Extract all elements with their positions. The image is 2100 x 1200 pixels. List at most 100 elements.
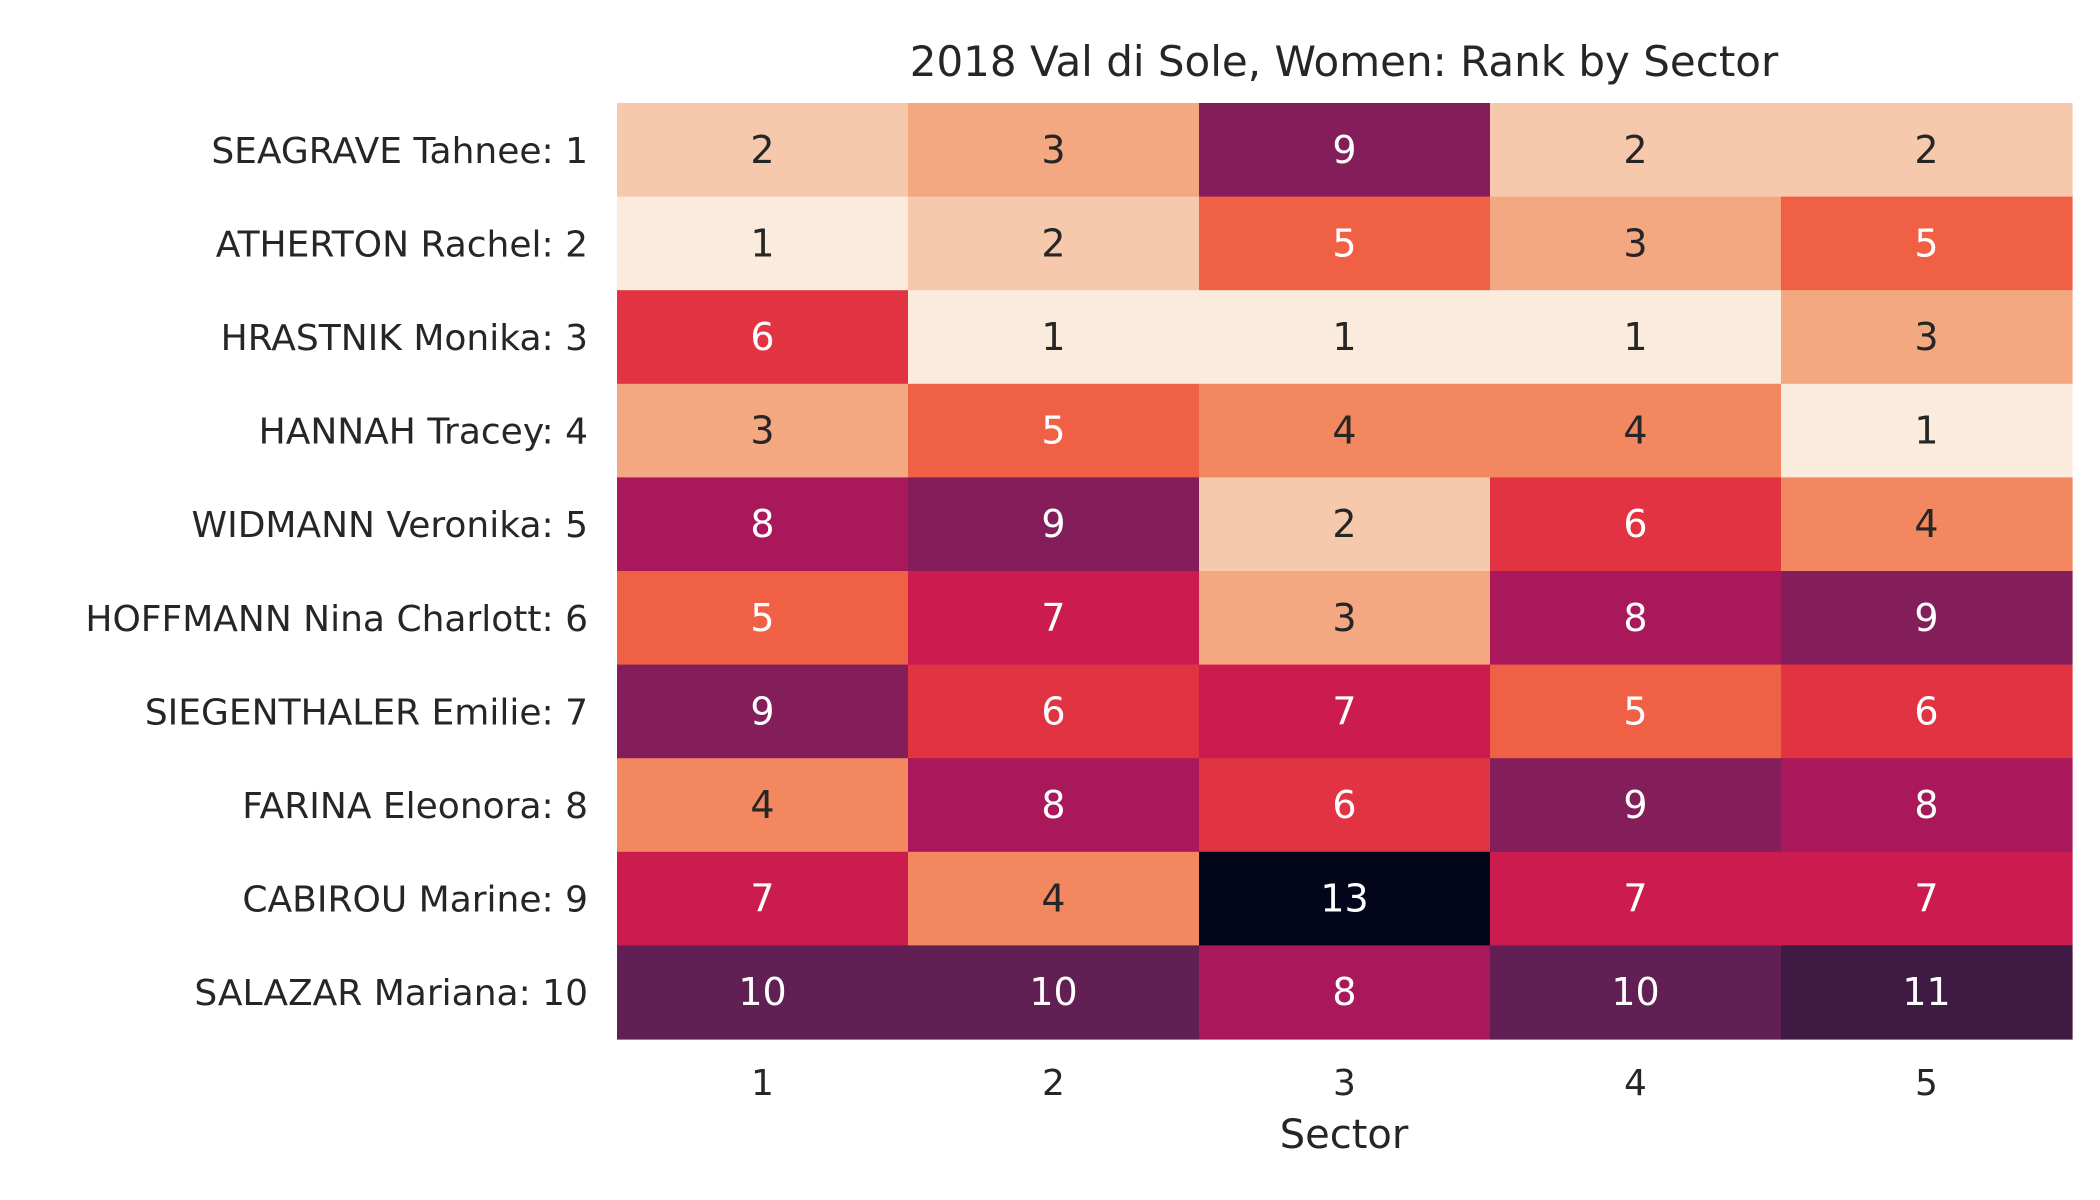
x-axis-label: Sector: [1280, 1112, 1409, 1158]
heatmap-cell: [1490, 664, 1782, 759]
cell-value-label: 7: [750, 877, 774, 921]
heatmap-cell-labels: 2 3 9 2 21 2 5 3 56 1 1 1 33 5 4 4 18 9 2 6 45 7 3 8 99 6 7 5 64 8 6 9 8…: [738, 128, 1950, 1014]
cell-value-label: 6: [1623, 502, 1647, 546]
cell-value-label: 4: [750, 783, 774, 827]
heatmap-cell: [1490, 383, 1782, 478]
heatmap-cell: [1781, 383, 2073, 478]
cell-value-label: 3: [1914, 315, 1938, 359]
cell-value-label: 5: [1623, 689, 1647, 733]
cell-value-label: 5: [750, 596, 774, 640]
cell-value-label: 9: [1623, 783, 1647, 827]
cell-value-label: 1: [1041, 315, 1065, 359]
heatmap-cell: [1781, 477, 2073, 572]
cell-value-label: 7: [1914, 877, 1938, 921]
heatmap-cell: [908, 477, 1200, 572]
cell-value-label: 7: [1332, 689, 1356, 733]
chart-title: 2018 Val di Sole, Women: Rank by Sector: [910, 37, 1779, 86]
cell-value-label: 1: [1623, 315, 1647, 359]
heatmap-cell: [1199, 383, 1491, 478]
heatmap-cell: [1490, 196, 1782, 291]
heatmap-cell: [908, 103, 1200, 198]
cell-value-label: 3: [1332, 596, 1356, 640]
cell-value-label: 4: [1623, 409, 1647, 453]
heatmap-cell: [617, 664, 909, 759]
heatmap-cell: [617, 945, 909, 1040]
heatmap-cell: [1199, 196, 1491, 291]
cell-value-label: 3: [750, 409, 774, 453]
heatmap-cell: [1199, 851, 1491, 946]
heatmap-cell: [1490, 851, 1782, 946]
cell-value-label: 10: [738, 970, 786, 1014]
y-tick-label: SEAGRAVE Tahnee: 1: [211, 131, 588, 172]
heatmap-cell: [1490, 103, 1782, 198]
cell-value-label: 8: [1623, 596, 1647, 640]
heatmap-cell: [1781, 851, 2073, 946]
heatmap-cell: [908, 196, 1200, 291]
heatmap-cell: [1199, 477, 1491, 572]
heatmap-cell: [1781, 571, 2073, 666]
cell-value-label: 3: [1041, 128, 1065, 172]
cell-value-label: 13: [1320, 877, 1368, 921]
x-tick-label: 3: [1333, 1063, 1356, 1104]
heatmap-cell: [617, 571, 909, 666]
y-tick-label: HOFFMANN Nina Charlott: 6: [85, 599, 588, 640]
x-tick-label: 5: [1915, 1063, 1938, 1104]
y-tick-label: SIEGENTHALER Emilie: 7: [145, 692, 588, 733]
heatmap-cell: [1490, 758, 1782, 853]
cell-value-label: 2: [1041, 221, 1065, 265]
cell-value-label: 1: [750, 221, 774, 265]
cell-value-label: 9: [750, 689, 774, 733]
heatmap-cell: [1490, 945, 1782, 1040]
y-tick-label: SALAZAR Mariana: 10: [194, 973, 588, 1014]
heatmap-cell: [1781, 196, 2073, 291]
x-axis-tick-labels: 1 2 3 4 5: [751, 1063, 1938, 1104]
heatmap-cell: [617, 196, 909, 291]
heatmap-cell: [1781, 945, 2073, 1040]
cell-value-label: 5: [1332, 221, 1356, 265]
heatmap-cell: [908, 571, 1200, 666]
cell-value-label: 8: [1914, 783, 1938, 827]
heatmap-cell: [1781, 758, 2073, 853]
cell-value-label: 3: [1623, 221, 1647, 265]
cell-value-label: 5: [1041, 409, 1065, 453]
heatmap-cell: [908, 945, 1200, 1040]
cell-value-label: 10: [1611, 970, 1659, 1014]
cell-value-label: 8: [1332, 970, 1356, 1014]
heatmap-cell: [617, 851, 909, 946]
x-tick-label: 1: [751, 1063, 774, 1104]
y-axis-tick-labels: SEAGRAVE Tahnee: 1 ATHERTON Rachel: 2 HRAS…: [85, 131, 588, 1014]
heatmap-cell: [908, 383, 1200, 478]
heatmap-cell: [1199, 290, 1491, 385]
cell-value-label: 6: [1332, 783, 1356, 827]
heatmap-cell: [1490, 477, 1782, 572]
cell-value-label: 8: [1041, 783, 1065, 827]
heatmap-cell: [1199, 758, 1491, 853]
heatmap-cell: [1490, 571, 1782, 666]
cell-value-label: 10: [1029, 970, 1077, 1014]
heatmap-cell: [617, 477, 909, 572]
cell-value-label: 8: [750, 502, 774, 546]
y-tick-label: HRASTNIK Monika: 3: [221, 318, 588, 359]
heatmap-cell: [908, 664, 1200, 759]
heatmap-cell: [1199, 571, 1491, 666]
y-tick-label: HANNAH Tracey: 4: [259, 412, 588, 453]
cell-value-label: 6: [1914, 689, 1938, 733]
heatmap-cell: [1199, 103, 1491, 198]
heatmap-cell: [1199, 664, 1491, 759]
cell-value-label: 6: [1041, 689, 1065, 733]
cell-value-label: 9: [1914, 596, 1938, 640]
heatmap-cells: [617, 103, 2073, 1040]
x-tick-label: 4: [1624, 1063, 1647, 1104]
cell-value-label: 6: [750, 315, 774, 359]
heatmap-cell: [908, 851, 1200, 946]
cell-value-label: 1: [1914, 409, 1938, 453]
cell-value-label: 9: [1332, 128, 1356, 172]
heatmap-cell: [617, 758, 909, 853]
heatmap-cell: [617, 383, 909, 478]
cell-value-label: 2: [1914, 128, 1938, 172]
x-tick-label: 2: [1042, 1063, 1065, 1104]
cell-value-label: 7: [1041, 596, 1065, 640]
heatmap-cell: [908, 758, 1200, 853]
